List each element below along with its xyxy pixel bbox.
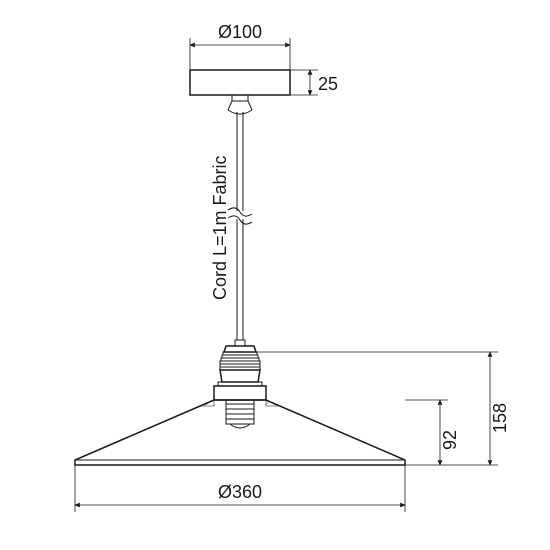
shade-height-label: 92 (440, 430, 460, 450)
pendant-lamp-drawing: Ø100 25 Cord L=1m Fabric (0, 0, 550, 550)
canopy (190, 70, 290, 114)
dim-total-height: 158 (256, 352, 510, 465)
canopy-height-label: 25 (318, 74, 338, 94)
cord (228, 112, 252, 340)
total-height-label: 158 (490, 403, 510, 433)
shade-diameter-label: Ø360 (218, 482, 262, 502)
dim-shade-height: 92 (405, 400, 498, 465)
dim-canopy-height: 25 (290, 70, 338, 95)
socket (214, 340, 266, 400)
dim-shade-diameter: Ø360 (75, 465, 405, 512)
dim-canopy-diameter: Ø100 (190, 22, 290, 70)
canopy-diameter-label: Ø100 (218, 22, 262, 42)
shade (75, 400, 405, 465)
cord-label: Cord L=1m Fabric (210, 155, 230, 300)
